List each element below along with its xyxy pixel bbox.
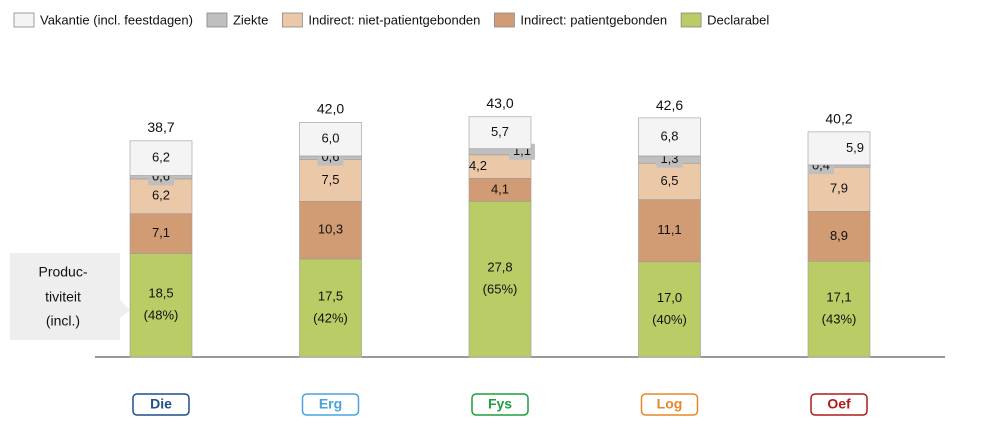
bar-segment: [638, 261, 701, 358]
value-label: 4,1: [491, 181, 509, 196]
bar-segment: [129, 213, 193, 254]
bar-segment: [638, 199, 701, 263]
share-label: (48%): [144, 308, 179, 323]
share-label: (42%): [313, 310, 348, 325]
value-label: 7,1: [152, 225, 170, 240]
category-box: [640, 393, 699, 416]
legend-swatch: [680, 12, 702, 28]
value-label: 17,1: [826, 290, 851, 305]
value-label: 6,2: [152, 188, 170, 203]
bar-segment: [807, 131, 871, 166]
bar-segment: [299, 122, 362, 157]
value-label: 5,7: [491, 124, 509, 139]
total-label: 42,6: [656, 97, 683, 113]
value-label: 6,8: [660, 128, 678, 143]
category-box: [471, 393, 529, 416]
bar-segment: [129, 253, 193, 358]
bar-segment: [638, 117, 701, 157]
value-label: 6,0: [321, 131, 339, 146]
annotation-line: tiviteit: [45, 289, 81, 305]
annotation-line: (incl.): [46, 313, 80, 329]
category-box: [301, 393, 360, 416]
share-label: (65%): [483, 282, 518, 297]
category-label: Die: [150, 396, 172, 412]
value-label: 7,9: [830, 181, 848, 196]
bar-segment: [299, 201, 362, 260]
bar-segment: [299, 258, 362, 358]
value-label: 17,0: [657, 290, 682, 305]
annotation-box: [10, 253, 130, 340]
category-label: Oef: [827, 396, 851, 412]
value-label: 6,2: [152, 150, 170, 165]
total-label: 42,0: [317, 101, 344, 117]
value-label: 18,5: [148, 286, 173, 301]
legend-label: Indirect: niet-patientgebonden: [308, 12, 480, 27]
bar-segment: [468, 116, 532, 149]
legend-swatch: [13, 12, 35, 28]
share-label: (43%): [822, 312, 857, 327]
category-box: [810, 393, 868, 416]
value-label: 7,5: [321, 172, 339, 187]
category-label: Log: [657, 396, 683, 412]
bar-segment: [807, 260, 871, 358]
value-label: 4,2: [469, 158, 487, 173]
legend-label: Vakantie (incl. feestdagen): [40, 12, 193, 27]
legend-swatch: [206, 12, 228, 28]
category-box: [132, 393, 190, 416]
value-label: 5,9: [846, 140, 864, 155]
total-label: 38,7: [147, 119, 174, 135]
annotation-line: Produc-: [38, 264, 87, 280]
category-label: Fys: [488, 396, 512, 412]
value-label: 17,5: [318, 288, 343, 303]
bar-segment: [468, 201, 532, 358]
value-label: 8,9: [830, 228, 848, 243]
total-label: 40,2: [825, 111, 852, 127]
legend-swatch: [493, 12, 515, 28]
share-label: (40%): [652, 312, 687, 327]
bar-segment: [299, 159, 362, 202]
bar-segment: [807, 211, 871, 262]
total-label: 43,0: [486, 95, 513, 111]
legend-label: Indirect: patientgebonden: [520, 12, 667, 27]
bar-segment: [129, 140, 193, 176]
category-label: Erg: [319, 396, 342, 412]
value-label: 6,5: [660, 173, 678, 188]
legend-label: Declarabel: [707, 12, 769, 27]
value-label: 10,3: [318, 222, 343, 237]
value-label: 27,8: [487, 260, 512, 275]
legend-label: Ziekte: [233, 12, 268, 27]
legend-swatch: [281, 12, 303, 28]
value-label: 11,1: [657, 222, 681, 237]
bar-segment: [807, 166, 871, 212]
